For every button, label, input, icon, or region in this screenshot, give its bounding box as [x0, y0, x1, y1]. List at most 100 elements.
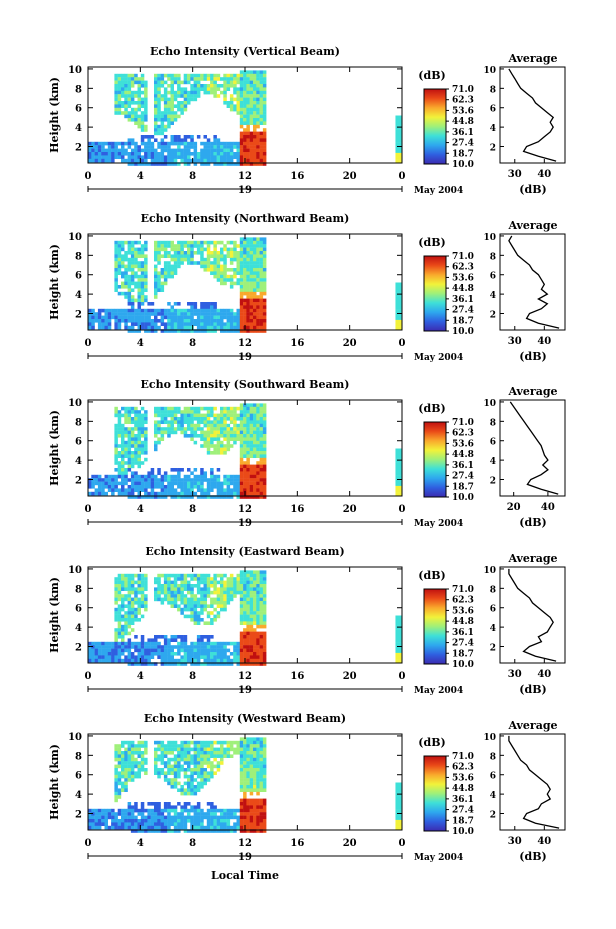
heatmap-cell: [213, 138, 217, 142]
heatmap-cell: [160, 128, 165, 132]
x-tick-label: 0: [85, 838, 92, 849]
heatmap-cell: [134, 427, 138, 431]
heatmap-cell: [229, 430, 234, 435]
heatmap-cell: [239, 148, 244, 153]
heatmap-cell: [229, 662, 234, 666]
heatmap-cell: [134, 413, 138, 418]
heatmap-cell: [180, 111, 184, 115]
heatmap-cell: [249, 319, 254, 323]
heatmap-cell: [140, 295, 145, 299]
heatmap-cell: [157, 437, 161, 441]
heatmap-cell: [114, 584, 118, 588]
heatmap-cell: [256, 594, 260, 598]
heatmap-cell: [229, 268, 234, 272]
heatmap-cell: [249, 271, 254, 275]
heatmap-cell: [239, 631, 244, 636]
heatmap-cell: [190, 410, 194, 414]
heatmap-cell: [236, 281, 240, 286]
heatmap-cell: [124, 114, 128, 119]
heatmap-cell: [395, 451, 402, 456]
heatmap-cell: [239, 573, 244, 578]
heatmap-cell: [193, 478, 198, 482]
heatmap-cell: [127, 80, 132, 85]
avg-x-tick-label: 40: [541, 502, 555, 513]
heatmap-cell: [243, 148, 247, 153]
heatmap-cell: [124, 747, 128, 752]
heatmap-cell: [177, 597, 181, 602]
heatmap-cell: [124, 648, 128, 653]
heatmap-cell: [226, 322, 231, 326]
heatmap-cell: [193, 302, 198, 306]
heatmap-cell: [127, 114, 132, 119]
heatmap-cell: [144, 261, 148, 265]
heatmap-cell: [239, 158, 244, 163]
colorbar-tick-label: 10.0: [452, 827, 474, 837]
colorbar-tick-label: 62.3: [452, 429, 474, 439]
heatmap-cell: [256, 152, 260, 156]
heatmap-cell: [140, 444, 145, 448]
heatmap-cell: [134, 757, 138, 762]
heatmap-cell: [134, 825, 138, 830]
heatmap-cell: [183, 805, 188, 809]
heatmap-cell: [173, 148, 178, 153]
heatmap-cell: [163, 747, 168, 752]
heatmap-cell: [157, 740, 161, 745]
heatmap-cell: [163, 815, 168, 820]
heatmap-cell: [236, 641, 240, 646]
heatmap-cell: [187, 322, 191, 326]
heatmap-cell: [114, 597, 118, 602]
heatmap-cell: [223, 607, 227, 612]
heatmap-cell: [210, 662, 214, 666]
heatmap-cell: [200, 573, 204, 578]
heatmap-cell: [213, 244, 217, 248]
heatmap-cell: [187, 319, 191, 323]
heatmap-cell: [134, 655, 138, 659]
heatmap-cell: [216, 488, 221, 492]
heatmap-cell: [137, 434, 141, 438]
heatmap-cell: [134, 298, 138, 303]
avg-y-tick-label: 2: [490, 311, 496, 321]
heatmap-cell: [173, 474, 178, 479]
x-tick-label: 0: [399, 504, 406, 515]
heatmap-cell: [121, 819, 125, 823]
heatmap-cell: [107, 322, 112, 326]
heatmap-cell: [180, 312, 184, 316]
heatmap-cell: [246, 298, 250, 303]
heatmap-cell: [114, 447, 118, 452]
heatmap-cell: [91, 641, 95, 646]
heatmap-cell: [111, 152, 115, 156]
heatmap-cell: [170, 785, 174, 789]
heatmap-cells: [88, 570, 402, 666]
heatmap-cell: [259, 101, 264, 105]
heatmap-cell: [243, 740, 247, 745]
heatmap-cell: [239, 594, 244, 598]
heatmap-cell: [170, 423, 174, 428]
heatmap-cell: [243, 131, 247, 136]
heatmap-cell: [154, 291, 158, 296]
heatmap-cell: [210, 84, 214, 88]
day-label: 19: [238, 852, 252, 863]
heatmap-cell: [173, 812, 178, 816]
heatmap-cell: [121, 597, 125, 602]
heatmap-cell: [154, 87, 158, 91]
heatmap-cell: [249, 747, 254, 752]
heatmap-cell: [183, 430, 188, 435]
heatmap-cell: [154, 440, 158, 445]
heatmap-cell: [163, 247, 168, 252]
heatmap-cell: [249, 631, 254, 636]
heatmap-cell: [203, 162, 207, 166]
heatmap-cell: [223, 662, 227, 666]
heatmap-cell: [203, 417, 207, 421]
heatmap-cell: [177, 73, 181, 78]
heatmap-cell: [117, 604, 122, 608]
heatmap-cell: [177, 90, 181, 95]
heatmap-cell: [124, 430, 128, 435]
heatmap-cell: [114, 764, 118, 769]
heatmap-cell: [193, 423, 198, 428]
heatmap-cell: [216, 427, 221, 431]
heatmap-cell: [395, 813, 402, 817]
heatmap-cell: [196, 240, 201, 245]
heatmap-cell: [187, 808, 191, 813]
heatmap-cell: [395, 465, 402, 470]
heatmap-cell: [220, 604, 224, 608]
